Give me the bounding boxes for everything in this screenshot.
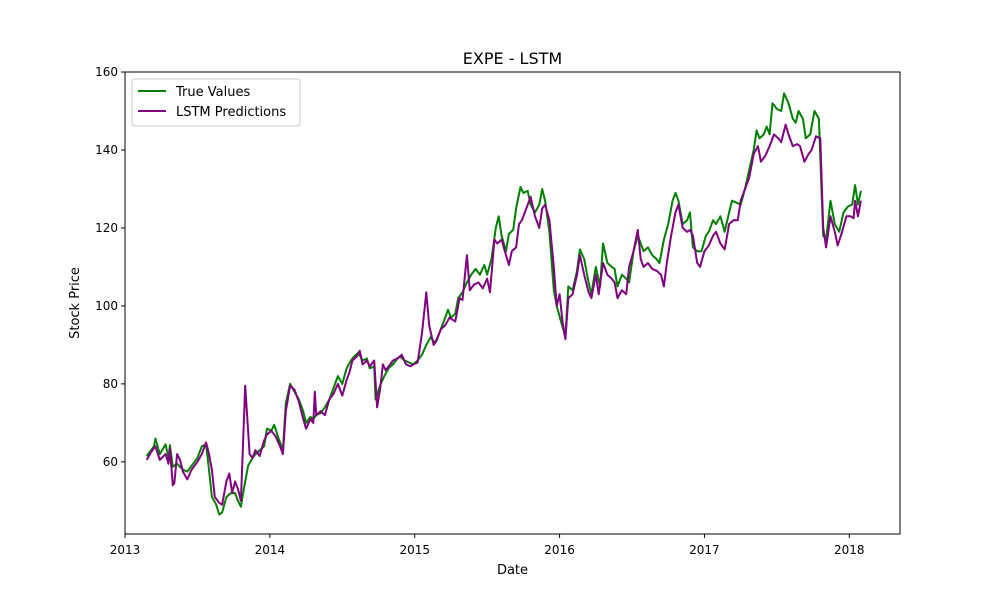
y-tick-label-80: 80 xyxy=(103,377,118,391)
x-tick-label-2015: 2015 xyxy=(399,543,430,557)
x-tick-label-2017: 2017 xyxy=(689,543,720,557)
legend: True Values LSTM Predictions xyxy=(131,78,301,127)
x-tick-label-2013: 2013 xyxy=(110,543,141,557)
x-axis: 2013 2014 2015 2016 2017 2018 xyxy=(110,534,865,557)
y-tick-label-120: 120 xyxy=(95,221,118,235)
series-line-lstm-predictions xyxy=(145,123,862,506)
plot-frame xyxy=(124,71,901,535)
legend-label-lstm-predictions: LSTM Predictions xyxy=(176,105,286,120)
chart-title: EXPE - LSTM xyxy=(463,49,562,68)
legend-label-true-values: True Values xyxy=(175,85,250,100)
y-axis-label: Stock Price xyxy=(68,267,83,339)
legend-box xyxy=(131,78,301,127)
x-tick-label-2016: 2016 xyxy=(544,543,575,557)
x-tick-label-2018: 2018 xyxy=(834,543,865,557)
y-tick-label-100: 100 xyxy=(95,299,118,313)
x-tick-label-2014: 2014 xyxy=(255,543,286,557)
y-tick-label-60: 60 xyxy=(103,455,118,469)
y-tick-label-140: 140 xyxy=(95,143,118,157)
y-axis: 60 80 100 120 140 160 xyxy=(95,65,125,469)
x-axis-label: Date xyxy=(497,563,528,578)
plot-area xyxy=(125,72,900,534)
series-layer xyxy=(145,92,862,516)
y-tick-label-160: 160 xyxy=(95,65,118,79)
